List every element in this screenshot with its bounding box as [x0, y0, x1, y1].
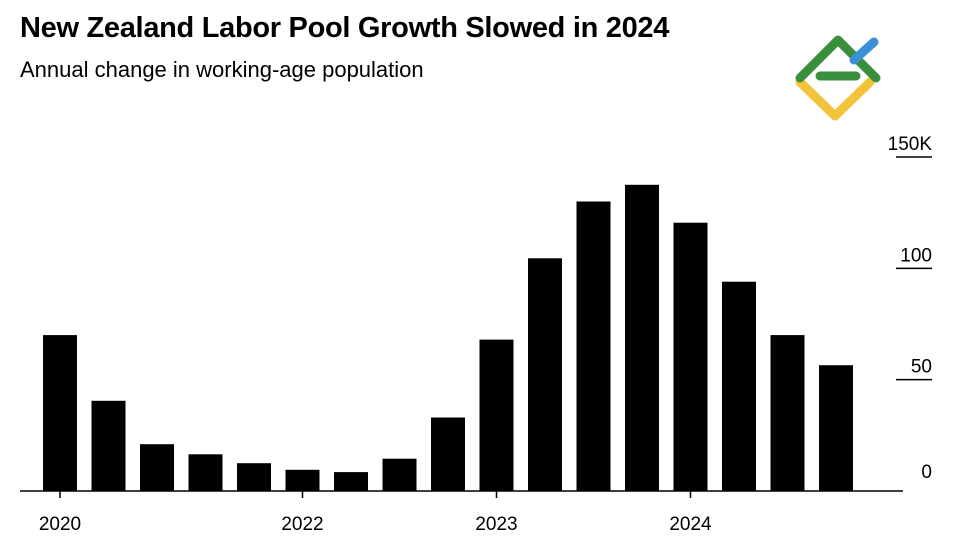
chart-title: New Zealand Labor Pool Growth Slowed in … [20, 12, 670, 44]
x-tick-label: 2023 [475, 514, 517, 535]
bar [819, 365, 853, 491]
bar [673, 222, 708, 491]
chart-subtitle: Annual change in working-age population [20, 57, 424, 82]
bar [334, 472, 368, 491]
y-tick-label: 150K [888, 134, 933, 155]
bar [237, 463, 271, 491]
bar [479, 339, 514, 491]
bar [625, 184, 659, 492]
bar [770, 335, 805, 491]
x-tick-label: 2022 [281, 514, 323, 535]
bar [285, 469, 320, 491]
brand-logo-icon [795, 35, 881, 121]
x-tick-label: 2024 [669, 514, 712, 535]
bar [528, 258, 562, 491]
y-tick-label: 50 [911, 357, 932, 378]
bar [431, 417, 465, 491]
bar [43, 335, 77, 491]
bar [382, 458, 417, 491]
bar [722, 281, 756, 491]
logo-green-stroke [795, 35, 881, 83]
bar [91, 400, 126, 491]
bar [140, 444, 174, 491]
y-tick-label: 0 [921, 462, 932, 483]
y-tick-label: 100 [900, 245, 932, 266]
logo-blue-stroke [849, 37, 879, 65]
bar [576, 201, 611, 491]
x-tick-label: 2020 [39, 514, 81, 535]
bar [188, 454, 223, 491]
logo-yellow-stroke [795, 77, 875, 121]
